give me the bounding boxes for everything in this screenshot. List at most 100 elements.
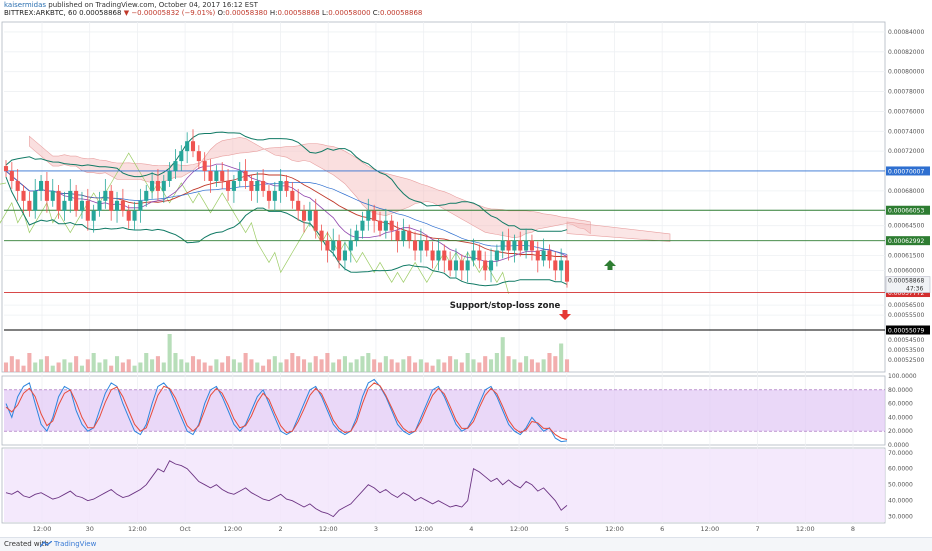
candle-body	[389, 220, 394, 231]
candle-body	[161, 180, 166, 191]
candle-body	[354, 230, 359, 241]
volume-bar	[477, 362, 482, 372]
publish-info: published on TradingView.com, October 04…	[48, 1, 258, 9]
candle-body	[518, 240, 523, 251]
volume-bar	[39, 359, 44, 372]
volume-bar	[395, 362, 400, 372]
volume-bar	[179, 359, 184, 372]
symbol-name: BITTREX:ARKBTC, 60	[4, 9, 77, 17]
stoch-tick-label: 100.0000	[888, 373, 917, 380]
candle-body	[465, 260, 470, 271]
volume-bar	[114, 356, 120, 372]
volume-bar	[185, 362, 190, 372]
volume-bar	[459, 362, 464, 372]
volume-bar	[91, 353, 96, 372]
candle-body	[21, 190, 26, 201]
volume-bar	[488, 359, 494, 372]
rsi-tick-label: 60.0000	[888, 466, 913, 473]
volume-bar	[68, 362, 73, 372]
volume-bar	[261, 365, 266, 372]
volume-bar	[161, 362, 166, 372]
volume-bar	[372, 359, 377, 372]
stoch-tick-label: 20.0000	[888, 428, 913, 435]
candle-body	[383, 220, 388, 231]
volume-bar	[307, 362, 312, 372]
x-tick-label: 3	[374, 525, 378, 533]
chart-header: kaisermidas published on TradingView.com…	[0, 0, 932, 18]
volume-bar	[506, 356, 511, 372]
volume-bar	[290, 353, 295, 372]
x-tick-label: 12:00	[33, 525, 52, 533]
volume-bar	[494, 353, 499, 372]
candle-body	[50, 190, 55, 201]
volume-bar	[9, 356, 14, 372]
volume-bar	[255, 362, 260, 372]
candle-body	[448, 260, 453, 271]
candle-body	[483, 260, 488, 271]
rsi-tick-label: 50.0000	[888, 482, 913, 489]
candle-body	[372, 210, 377, 221]
volume-bar	[231, 359, 236, 372]
volume-tick-label: 0.00052500	[888, 357, 924, 364]
tradingview-logo-icon	[40, 541, 52, 548]
level-green-1-tag	[886, 205, 930, 215]
candle-body	[413, 240, 418, 251]
rsi-band	[4, 449, 885, 522]
candle-body	[150, 180, 155, 191]
volume-bar	[237, 362, 242, 372]
candle-body	[33, 190, 38, 211]
candle-body	[272, 190, 277, 201]
volume-bar	[512, 359, 517, 372]
candle-body	[226, 180, 231, 191]
volume-bar	[518, 362, 523, 372]
volume-bar	[138, 362, 143, 372]
volume-bar	[167, 334, 172, 372]
volume-bar	[97, 362, 102, 372]
candle-body	[541, 250, 546, 261]
volume-bar	[62, 359, 67, 372]
volume-bar	[266, 359, 272, 372]
candle-body	[553, 260, 558, 271]
volume-bar	[109, 365, 114, 372]
level-blue-tag	[886, 166, 930, 176]
open-value: 0.00058380	[225, 9, 268, 17]
volume-bar	[214, 359, 219, 372]
candle-body	[301, 210, 307, 221]
candle-body	[459, 260, 464, 271]
author-link[interactable]: kaisermidas	[4, 1, 47, 9]
volume-bar	[413, 362, 418, 372]
candle-body	[3, 166, 9, 172]
x-tick-label: 30	[86, 525, 94, 533]
volume-bar	[366, 353, 371, 372]
volume-bar	[3, 362, 9, 372]
candle-body	[559, 260, 564, 271]
tradingview-brand[interactable]: TradingView	[54, 540, 97, 548]
candle-body	[377, 220, 383, 231]
x-tick-label: 12:00	[414, 525, 433, 533]
x-tick-label: 5	[565, 525, 569, 533]
y-tick-label: 0.00082000	[888, 49, 924, 56]
candle-body	[453, 260, 459, 271]
candle-body	[120, 200, 125, 211]
chart-canvas[interactable]: 0.00070007 0.00066053 0.00062992 0.00057772…	[0, 18, 932, 536]
candle-body	[190, 141, 196, 152]
x-tick-label: 12:00	[319, 525, 338, 533]
y-tick-label: 0.00055500	[888, 312, 924, 319]
candle-body	[114, 200, 120, 211]
volume-bar	[383, 356, 388, 372]
candle-body	[231, 180, 236, 191]
level-green-2-tag	[886, 236, 930, 246]
stochastic-pane	[4, 378, 885, 443]
volume-bar	[325, 353, 330, 372]
x-tick-label: Oct	[179, 525, 191, 533]
volume-bar	[126, 359, 131, 372]
volume-bar	[524, 356, 529, 372]
candle-body	[290, 190, 295, 201]
candle-body	[325, 240, 330, 251]
volume-bar	[196, 359, 201, 372]
volume-bar	[319, 359, 324, 372]
y-tick-label: 0.00064500	[888, 223, 924, 230]
candle-body	[167, 171, 172, 181]
volume-bar	[155, 356, 160, 372]
candle-body	[488, 260, 494, 271]
